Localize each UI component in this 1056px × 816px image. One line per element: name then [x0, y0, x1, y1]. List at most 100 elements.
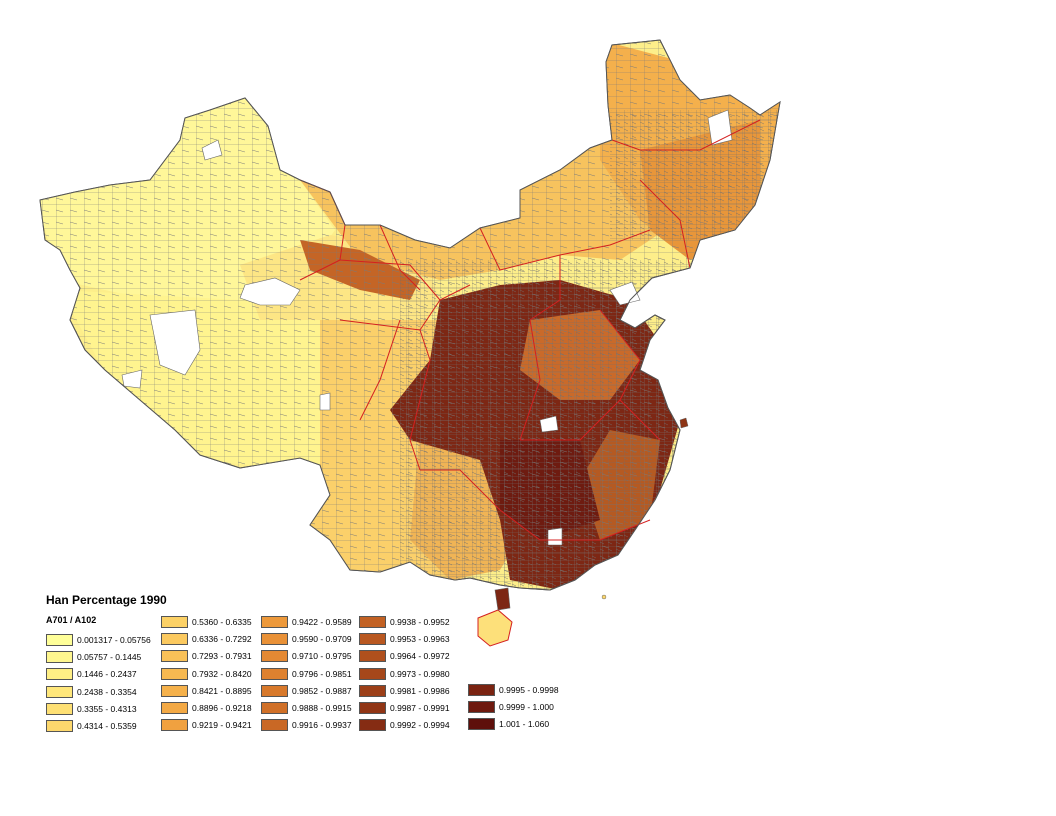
legend-swatch — [46, 650, 73, 663]
legend-item: 0.9999 - 1.000 — [468, 698, 559, 715]
hole-heilongjiang — [707, 109, 733, 146]
legend-item: 1.001 - 1.060 — [468, 716, 559, 733]
hole-tibet-west — [149, 309, 201, 376]
legend-swatch — [359, 702, 386, 715]
south-china-sea-islet — [601, 594, 607, 600]
legend-label: 0.9938 - 0.9952 — [390, 616, 450, 627]
legend-column: 0.9995 - 0.9998 0.9999 - 1.000 1.001 - 1.0… — [468, 681, 559, 733]
legend-label: 0.9999 - 1.000 — [499, 701, 554, 712]
legend-swatch — [161, 684, 188, 697]
legend-item: 0.7932 - 0.8420 — [161, 665, 252, 682]
legend-item: 0.9987 - 0.9991 — [359, 699, 450, 716]
legend-item: 0.9953 - 0.9963 — [359, 630, 450, 647]
legend-label: 0.9953 - 0.9963 — [390, 633, 450, 644]
legend-label: 0.7293 - 0.7931 — [192, 651, 252, 662]
hole-bohai — [609, 281, 641, 306]
legend-label: 0.3355 - 0.4313 — [77, 703, 137, 714]
legend-label: 0.001317 - 0.05756 — [77, 634, 151, 645]
legend-swatch — [261, 615, 288, 628]
zhoushan-islands — [679, 417, 689, 429]
legend-swatch — [161, 719, 188, 732]
legend-item: 0.3355 - 0.4313 — [46, 700, 151, 717]
legend-swatch — [46, 720, 73, 733]
legend-label: 0.5360 - 0.6335 — [192, 616, 252, 627]
legend-label: 0.9710 - 0.9795 — [292, 651, 352, 662]
legend-swatch — [161, 702, 188, 715]
legend-label: 0.9796 - 0.9851 — [292, 668, 352, 679]
legend-column: 0.5360 - 0.6335 0.6336 - 0.7292 0.7293 - 0… — [161, 613, 252, 734]
legend-item: 0.9973 - 0.9980 — [359, 665, 450, 682]
hole-tibet-south — [121, 369, 143, 389]
legend-item: 0.9796 - 0.9851 — [261, 665, 352, 682]
legend-item: 0.5360 - 0.6335 — [161, 613, 252, 630]
legend-item: 0.9590 - 0.9709 — [261, 630, 352, 647]
legend-label: 0.9852 - 0.9887 — [292, 685, 352, 696]
hole-hubei — [539, 415, 559, 433]
legend-item: 0.4314 - 0.5359 — [46, 717, 151, 734]
legend-label: 0.2438 - 0.3354 — [77, 686, 137, 697]
legend-label: 0.8421 - 0.8895 — [192, 685, 252, 696]
legend-label: 0.9973 - 0.9980 — [390, 668, 450, 679]
hole-sichuan — [319, 392, 331, 411]
legend-column: 0.001317 - 0.05756 0.05757 - 0.1445 0.1446… — [46, 631, 151, 735]
legend-swatch — [359, 615, 386, 628]
legend-item: 0.9981 - 0.9986 — [359, 682, 450, 699]
legend-item: 0.6336 - 0.7292 — [161, 630, 252, 647]
legend-swatch — [468, 683, 495, 696]
legend-item: 0.7293 - 0.7931 — [161, 648, 252, 665]
legend-item: 0.1446 - 0.2437 — [46, 666, 151, 683]
legend-swatch — [468, 700, 495, 713]
legend-item: 0.9219 - 0.9421 — [161, 717, 252, 734]
legend-item: 0.2438 - 0.3354 — [46, 683, 151, 700]
legend-label: 0.9987 - 0.9991 — [390, 703, 450, 714]
legend-label: 0.05757 - 0.1445 — [77, 651, 142, 662]
legend-item: 0.9992 - 0.9994 — [359, 717, 450, 734]
legend-label: 0.9590 - 0.9709 — [292, 633, 352, 644]
legend-swatch — [359, 632, 386, 645]
hainan-island — [477, 609, 513, 647]
legend-swatch — [261, 684, 288, 697]
legend-swatch — [359, 667, 386, 680]
legend-item: 0.9852 - 0.9887 — [261, 682, 352, 699]
legend-label: 0.9981 - 0.9986 — [390, 685, 450, 696]
legend-label: 0.7932 - 0.8420 — [192, 668, 252, 679]
legend-field-name: A701 / A102 — [46, 615, 97, 625]
legend-label: 0.9422 - 0.9589 — [292, 616, 352, 627]
legend-item: 0.9710 - 0.9795 — [261, 648, 352, 665]
national-boundary — [39, 39, 781, 591]
hole-tarim-north — [201, 139, 223, 161]
legend-column: 0.9422 - 0.9589 0.9590 - 0.9709 0.9710 - 0… — [261, 613, 352, 734]
legend-label: 0.4314 - 0.5359 — [77, 721, 137, 732]
legend-swatch — [46, 668, 73, 681]
leizhou-peninsula — [494, 587, 511, 611]
legend-swatch — [359, 650, 386, 663]
legend-item: 0.05757 - 0.1445 — [46, 648, 151, 665]
legend-item: 0.9938 - 0.9952 — [359, 613, 450, 630]
legend-label: 0.8896 - 0.9218 — [192, 703, 252, 714]
legend-item: 0.9964 - 0.9972 — [359, 648, 450, 665]
legend-column: 0.9938 - 0.9952 0.9953 - 0.9963 0.9964 - 0… — [359, 613, 450, 734]
legend-item: 0.9888 - 0.9915 — [261, 699, 352, 716]
legend-item: 0.8896 - 0.9218 — [161, 699, 252, 716]
legend-label: 0.1446 - 0.2437 — [77, 669, 137, 680]
legend-item: 0.8421 - 0.8895 — [161, 682, 252, 699]
legend-item: 0.9422 - 0.9589 — [261, 613, 352, 630]
legend-swatch — [46, 702, 73, 715]
legend-label: 0.9995 - 0.9998 — [499, 684, 559, 695]
legend-swatch — [359, 684, 386, 697]
legend-swatch — [46, 633, 73, 646]
hole-qaidam — [239, 277, 301, 306]
legend-label: 0.9964 - 0.9972 — [390, 651, 450, 662]
legend-swatch — [161, 615, 188, 628]
legend-label: 0.6336 - 0.7292 — [192, 633, 252, 644]
legend-item: 0.001317 - 0.05756 — [46, 631, 151, 648]
legend-swatch — [261, 702, 288, 715]
legend-item: 0.9916 - 0.9937 — [261, 717, 352, 734]
province-boundaries — [299, 119, 761, 541]
legend-item: 0.9995 - 0.9998 — [468, 681, 559, 698]
hole-guangdong — [547, 527, 563, 546]
legend-label: 0.9992 - 0.9994 — [390, 720, 450, 731]
legend-swatch — [161, 667, 188, 680]
